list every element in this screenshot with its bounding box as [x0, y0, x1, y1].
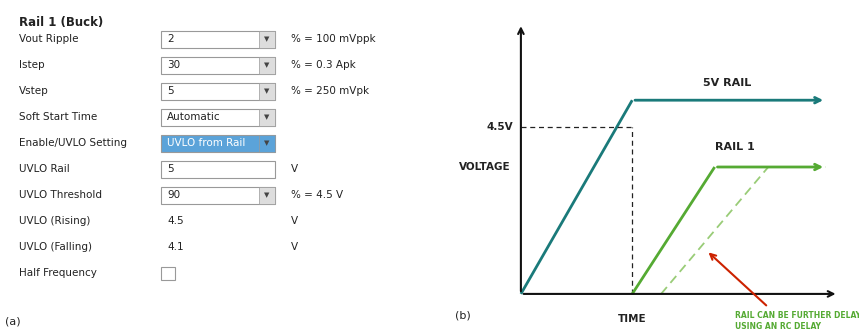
- Text: Half Frequency: Half Frequency: [19, 268, 96, 278]
- Text: RAIL CAN BE FURTHER DELAYED
USING AN RC DELAY: RAIL CAN BE FURTHER DELAYED USING AN RC …: [735, 311, 859, 331]
- Text: Vstep: Vstep: [19, 86, 48, 96]
- Text: 90: 90: [168, 190, 180, 200]
- Text: 5V RAIL: 5V RAIL: [703, 78, 751, 89]
- Text: (b): (b): [455, 311, 471, 321]
- Text: UVLO (Rising): UVLO (Rising): [19, 216, 90, 226]
- Text: ▼: ▼: [265, 114, 270, 120]
- Text: Istep: Istep: [19, 60, 45, 70]
- Text: Rail 1 (Buck): Rail 1 (Buck): [19, 16, 103, 29]
- FancyBboxPatch shape: [259, 109, 275, 126]
- FancyBboxPatch shape: [161, 161, 275, 177]
- FancyBboxPatch shape: [161, 82, 275, 100]
- Text: TIME: TIME: [618, 314, 647, 324]
- FancyBboxPatch shape: [161, 109, 275, 126]
- Text: UVLO Rail: UVLO Rail: [19, 164, 70, 174]
- FancyBboxPatch shape: [161, 56, 275, 73]
- FancyBboxPatch shape: [259, 30, 275, 47]
- FancyBboxPatch shape: [161, 135, 275, 152]
- Text: % = 100 mVppk: % = 100 mVppk: [291, 34, 375, 44]
- Text: V: V: [291, 242, 298, 252]
- Text: ▼: ▼: [265, 62, 270, 68]
- FancyBboxPatch shape: [161, 30, 275, 47]
- Text: Automatic: Automatic: [168, 112, 221, 122]
- Text: % = 4.5 V: % = 4.5 V: [291, 190, 343, 200]
- Text: V: V: [291, 216, 298, 226]
- Text: 2: 2: [168, 34, 174, 44]
- FancyBboxPatch shape: [259, 82, 275, 100]
- Text: 4.5: 4.5: [168, 216, 184, 226]
- Text: Soft Start Time: Soft Start Time: [19, 112, 97, 122]
- FancyBboxPatch shape: [161, 186, 275, 203]
- Text: ▼: ▼: [265, 192, 270, 198]
- Text: ▼: ▼: [265, 88, 270, 94]
- FancyBboxPatch shape: [259, 186, 275, 203]
- Text: 5: 5: [168, 86, 174, 96]
- FancyBboxPatch shape: [161, 267, 174, 280]
- FancyBboxPatch shape: [259, 135, 275, 152]
- Text: 4.5V: 4.5V: [486, 122, 513, 132]
- Text: UVLO Threshold: UVLO Threshold: [19, 190, 101, 200]
- Text: 4.1: 4.1: [168, 242, 184, 252]
- Text: ▼: ▼: [265, 36, 270, 42]
- FancyBboxPatch shape: [259, 56, 275, 73]
- Text: % = 250 mVpk: % = 250 mVpk: [291, 86, 369, 96]
- Text: Enable/UVLO Setting: Enable/UVLO Setting: [19, 138, 126, 148]
- Text: Vout Ripple: Vout Ripple: [19, 34, 78, 44]
- Text: VOLTAGE: VOLTAGE: [459, 162, 510, 172]
- Text: (a): (a): [5, 316, 21, 326]
- Text: UVLO from Rail: UVLO from Rail: [168, 138, 246, 148]
- Text: 30: 30: [168, 60, 180, 70]
- Text: RAIL 1: RAIL 1: [716, 142, 755, 152]
- Text: 5: 5: [168, 164, 174, 174]
- Text: V: V: [291, 164, 298, 174]
- Text: ▼: ▼: [265, 140, 270, 146]
- Text: UVLO (Falling): UVLO (Falling): [19, 242, 92, 252]
- Text: % = 0.3 Apk: % = 0.3 Apk: [291, 60, 356, 70]
